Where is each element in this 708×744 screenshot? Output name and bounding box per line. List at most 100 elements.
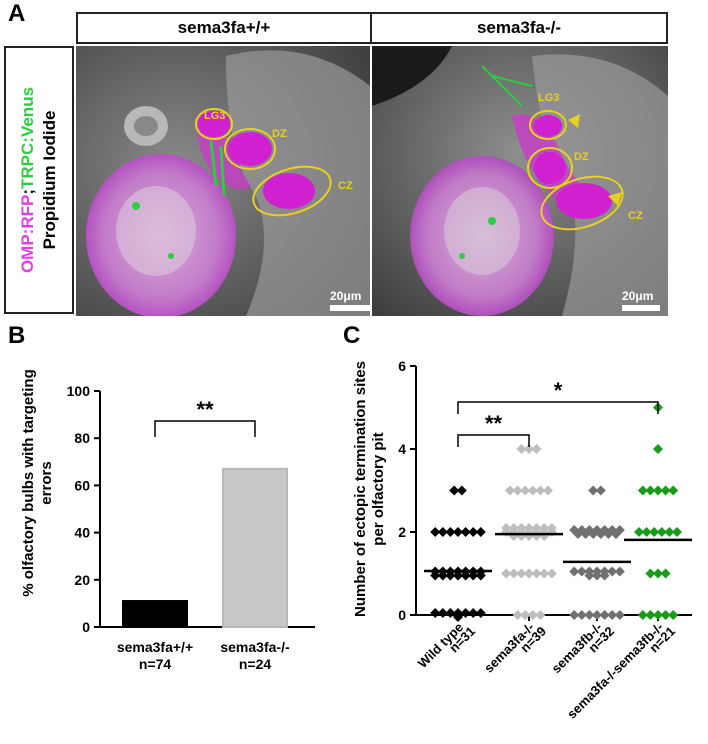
chart-c-data-point <box>611 529 621 539</box>
panel-a-letter: A <box>8 0 26 27</box>
chart-c-data-point <box>505 485 515 496</box>
chart-c-data-point <box>614 610 625 620</box>
chart-c-data-point <box>535 485 546 496</box>
chart-b-x-tick-label: sema3fa-/- <box>220 639 290 655</box>
chart-c-data-point <box>607 610 618 620</box>
chart-c-data-point <box>573 529 583 539</box>
chart-b-y-tick-label: 80 <box>74 430 90 446</box>
chart-b-bar <box>222 467 288 628</box>
channel-legend: OMP:RFP;TRPC:Venus Propidium Iodide <box>4 46 74 314</box>
micrograph-mutant: LG3 DZ CZ 20μm <box>372 46 668 316</box>
chart-c-data-point <box>460 527 471 537</box>
chart-c-data-point <box>653 444 663 454</box>
chart-c-data-point <box>456 485 467 496</box>
chart-b-y-tick-label: 40 <box>74 525 90 541</box>
chart-c-significance-bracket <box>457 434 530 447</box>
chart-c-data-point <box>501 568 512 579</box>
panel-b-letter: B <box>8 322 26 349</box>
label-cz-right: CZ <box>628 210 643 222</box>
chart-c-y-tick-label: 6 <box>398 358 406 374</box>
chart-c-data-point <box>460 608 471 618</box>
scale-bar-right: 20μm <box>622 289 654 303</box>
chart-c-data-point <box>645 568 656 579</box>
chart-c-data-point <box>468 570 479 581</box>
chart-c-significance-label: ** <box>485 411 503 436</box>
chart-b-y-tick-label: 20 <box>74 572 90 588</box>
chart-c-data-point <box>512 610 523 620</box>
chart-c-data-point <box>653 568 663 579</box>
chart-b-bar <box>122 600 188 628</box>
chart-c-data-point <box>520 485 531 496</box>
chart-c-data-point <box>672 527 682 537</box>
chart-c-data-point <box>588 485 599 496</box>
chart-c-data-point <box>430 570 441 581</box>
chart-c-data-point <box>475 570 486 581</box>
chart-c-data-point <box>531 568 542 579</box>
chart-c-data-point <box>468 608 479 618</box>
chart-c-data-point <box>512 485 523 496</box>
chart-c-data-point <box>546 568 557 579</box>
chart-c-data-point <box>614 566 625 577</box>
chart-c-data-point <box>641 527 652 537</box>
chart-c-data-point <box>599 610 610 620</box>
label-dz-left: DZ <box>272 128 287 140</box>
chart-c-data-point <box>468 527 479 537</box>
chart-c-data-point <box>527 610 538 620</box>
chart-c-data-point <box>516 568 527 579</box>
chart-c-data-point <box>445 527 456 537</box>
chart-c-data-point <box>531 444 542 454</box>
chart-c-data-point <box>634 527 644 537</box>
chart-c-data-point <box>637 485 648 496</box>
chart-c-data-point <box>660 610 671 620</box>
chart-c-data-point <box>453 527 463 537</box>
chart-c-data-point <box>588 529 599 539</box>
arrowhead-icon <box>608 192 622 206</box>
micrograph-wild-type: LG3 DZ CZ 20μm <box>76 46 370 316</box>
header-mutant: sema3fa-/- <box>370 12 668 44</box>
chart-c-significance-bracket <box>457 401 659 414</box>
chart-c-data-point <box>668 610 679 620</box>
chart-c-data-point <box>516 444 527 454</box>
chart-c-data-point <box>475 608 486 618</box>
chart-c-y-tick-label: 2 <box>398 524 406 540</box>
chart-c-significance-label: * <box>554 378 563 403</box>
chart-c-data-point <box>649 527 660 537</box>
chart-c-data-point <box>576 610 587 620</box>
chart-c-data-point <box>660 485 671 496</box>
chart-c-data-point <box>660 568 671 579</box>
chart-c-data-point <box>592 570 602 581</box>
chart-b-significance-bracket <box>154 420 256 437</box>
chart-b-x-tick-label: n=74 <box>139 656 172 672</box>
chart-c-data-point <box>524 568 534 579</box>
chart-b-y-tick-label: 60 <box>74 477 90 493</box>
chart-c-data-point <box>445 608 456 618</box>
chart-c-data-point <box>584 570 595 581</box>
chart-c-data-point <box>569 610 580 620</box>
label-cz-left: CZ <box>338 180 353 192</box>
chart-c-data-point <box>664 527 675 537</box>
chart-c-data-point <box>524 444 534 454</box>
chart-c-data-point <box>584 610 595 620</box>
chart-c-y-tick-label: 0 <box>398 607 406 623</box>
chart-c-data-point <box>520 610 531 620</box>
chart-b-x-tick-label: sema3fa+/+ <box>117 639 193 655</box>
chart-c-data-point <box>460 570 471 581</box>
chart-c-data-point <box>437 570 448 581</box>
chart-c-data-point <box>508 568 519 579</box>
label-lg3-right: LG3 <box>538 92 560 104</box>
chart-c-data-point <box>595 529 606 539</box>
chart-c-data-point <box>599 570 610 581</box>
chart-c-data-point <box>430 527 441 537</box>
chart-b-x-tick-label: n=24 <box>239 656 272 672</box>
chart-c-data-point <box>437 608 448 618</box>
chart-c-data-point <box>645 485 656 496</box>
chart-c-data-point <box>592 610 602 620</box>
chart-c-data-point <box>539 568 550 579</box>
label-dz-right: DZ <box>574 151 589 163</box>
label-lg3-left: LG3 <box>204 110 226 122</box>
chart-c-data-point <box>569 566 580 577</box>
chart-c-data-point <box>645 610 656 620</box>
chart-c-data-point <box>603 529 614 539</box>
